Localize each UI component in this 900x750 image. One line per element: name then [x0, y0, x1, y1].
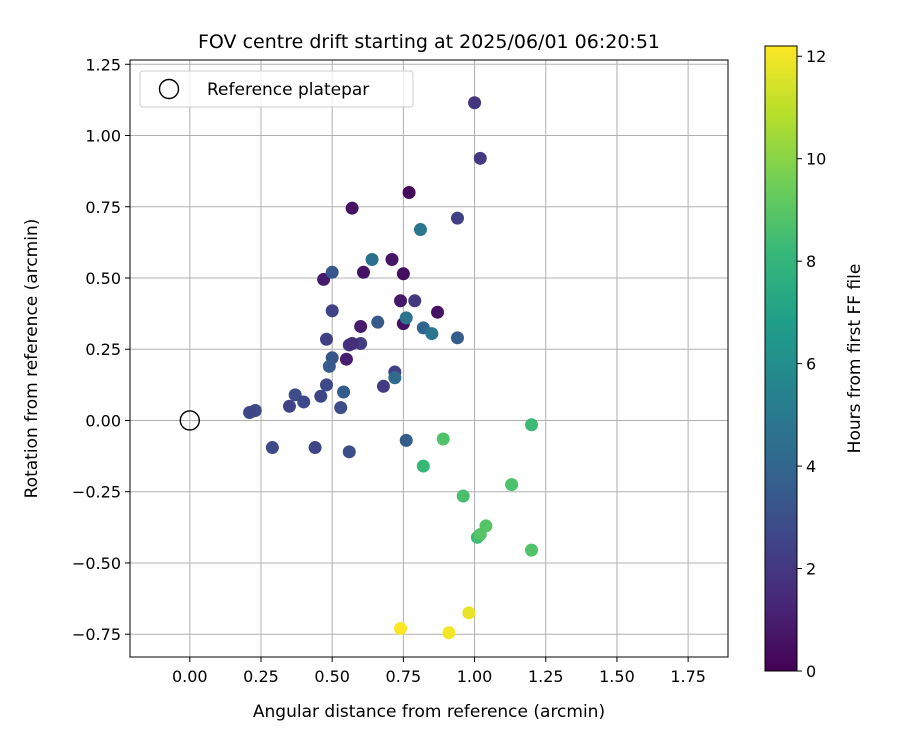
colorbar-tick-label: 12: [806, 47, 826, 66]
y-tick-label: 0.50: [85, 269, 121, 288]
data-point: [525, 418, 539, 432]
grid-lines: [130, 60, 728, 657]
data-point: [473, 527, 487, 541]
y-tick-label: 0.25: [85, 340, 121, 359]
x-axis-ticks: 0.00 0.25 0.50 0.75 1.00 1.25 1.50 1.75: [172, 657, 706, 686]
reference-platepar-marker: [179, 410, 201, 431]
data-point: [396, 267, 410, 281]
data-point: [365, 252, 379, 266]
data-point: [345, 337, 359, 351]
data-point: [505, 478, 519, 492]
legend-box: [139, 70, 414, 108]
colorbar-tick-label: 4: [806, 457, 816, 476]
data-point: [425, 327, 439, 341]
y-tick-label: −0.75: [72, 625, 121, 644]
data-point: [357, 265, 371, 279]
plot-area-frame: [129, 59, 729, 658]
x-axis-label: Angular distance from reference (arcmin): [253, 702, 605, 722]
data-point: [408, 294, 422, 308]
data-point: [442, 626, 456, 640]
data-point: [431, 305, 445, 319]
data-point: [334, 401, 348, 415]
data-point: [342, 445, 356, 459]
legend-marker-reference: [158, 78, 180, 100]
y-tick-label: 0.75: [85, 198, 121, 217]
y-axis-label: Rotation from reference (arcmin): [22, 219, 42, 499]
colorbar-tick-label: 2: [806, 560, 816, 579]
data-point: [282, 399, 296, 413]
colorbar-label: Hours from first FF file: [845, 264, 865, 454]
colorbar-tick-label: 8: [806, 252, 816, 271]
y-axis-ticks: −0.75 −0.50 −0.25 0.00 0.25 0.50 0.75 1.00 1.25: [72, 55, 130, 644]
colorbar-gradient: [764, 45, 798, 672]
data-point: [385, 252, 399, 266]
data-point: [473, 151, 487, 165]
data-point: [317, 272, 331, 286]
x-tick-label: 0.75: [386, 667, 422, 686]
data-point: [314, 389, 328, 403]
data-point: [399, 433, 413, 447]
data-point: [339, 352, 353, 366]
data-point: [243, 406, 257, 420]
data-point: [388, 371, 402, 385]
data-point: [525, 543, 539, 557]
y-tick-label: 1.25: [85, 55, 121, 74]
data-point: [394, 294, 408, 308]
x-tick-label: 1.75: [670, 667, 706, 686]
data-point: [319, 332, 333, 346]
data-point: [297, 395, 311, 409]
y-tick-label: −0.50: [72, 554, 121, 573]
y-tick-label: 1.00: [85, 127, 121, 146]
x-tick-label: 0.25: [243, 667, 279, 686]
data-point: [319, 378, 333, 392]
x-tick-label: 0.50: [314, 667, 350, 686]
x-tick-label: 0.00: [172, 667, 208, 686]
colorbar-tick-label: 10: [806, 150, 826, 169]
data-point: [325, 265, 339, 279]
data-point: [322, 359, 336, 373]
data-point: [354, 319, 368, 333]
data-point: [436, 432, 450, 446]
x-tick-label: 1.25: [528, 667, 564, 686]
colorbar-tick-label: 0: [806, 662, 816, 681]
data-point: [399, 311, 413, 325]
data-point: [376, 379, 390, 393]
x-tick-label: 1.50: [599, 667, 635, 686]
data-point: [325, 304, 339, 318]
colorbar-ticks: 0 2 4 6 8 10 12: [797, 47, 826, 681]
data-point: [394, 622, 408, 636]
data-point: [345, 201, 359, 215]
chart-title: FOV centre drift starting at 2025/06/01 …: [198, 31, 660, 53]
y-tick-label: −0.25: [72, 483, 121, 502]
data-point: [450, 211, 464, 225]
data-point: [371, 315, 385, 329]
data-point: [456, 489, 470, 503]
legend-label-reference: Reference platepar: [207, 80, 369, 100]
data-point: [265, 441, 279, 455]
data-point: [413, 223, 427, 237]
data-point: [402, 186, 416, 200]
data-point: [468, 96, 482, 110]
x-tick-label: 1.00: [457, 667, 493, 686]
legend: Reference platepar: [139, 70, 414, 108]
colorbar: 0 2 4 6 8 10 12 Hours from first FF file: [764, 45, 865, 681]
data-point: [462, 606, 476, 620]
colorbar-tick-label: 6: [806, 355, 816, 374]
data-point: [337, 385, 351, 399]
data-points: [179, 96, 539, 640]
data-point: [308, 441, 322, 455]
y-tick-label: 0.00: [85, 411, 121, 430]
data-point: [416, 459, 430, 473]
data-point: [288, 388, 302, 402]
data-point: [450, 331, 464, 345]
